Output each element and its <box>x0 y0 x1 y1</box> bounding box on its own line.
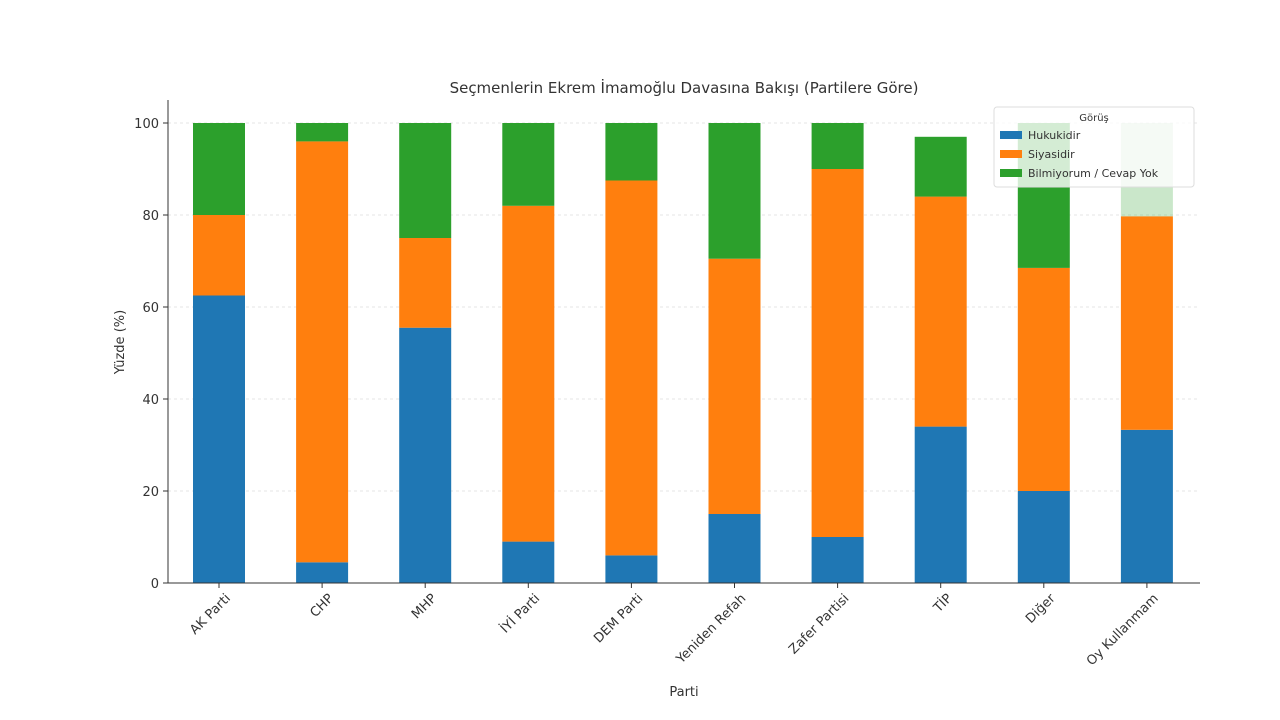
axes <box>167 100 1200 584</box>
bar-segment <box>1120 429 1173 583</box>
bar-segment <box>708 514 761 583</box>
bar-segment <box>502 205 555 542</box>
y-tick-label: 0 <box>151 577 159 592</box>
legend-box <box>993 106 1195 188</box>
x-tick-label: Yeniden Refah <box>673 591 749 667</box>
bar-segment <box>1017 491 1070 583</box>
x-axis-label: Parti <box>669 685 698 700</box>
bar-segment <box>1017 267 1070 491</box>
y-axis-label: Yüzde (%) <box>113 310 128 375</box>
x-tick-label: Zafer Partisi <box>786 591 852 657</box>
x-tick-label: Diğer <box>1023 591 1059 627</box>
legend: Görüş Hukukidir Siyasidir Bilmiyorum / Ceva… <box>993 106 1195 188</box>
legend-swatch <box>1000 169 1022 177</box>
x-tick-label: Oy Kullanmam <box>1084 591 1162 669</box>
x-tick-label: CHP <box>307 591 337 621</box>
legend-swatch <box>1000 131 1022 139</box>
bar-segment <box>811 169 864 537</box>
bar-segment <box>605 123 658 181</box>
y-tick-label: 60 <box>142 301 159 316</box>
bar-segment <box>399 238 452 328</box>
x-tick-label: AK Parti <box>187 591 234 638</box>
bar-segment <box>193 295 245 583</box>
bar-segment <box>399 123 452 238</box>
y-tick-label: 20 <box>142 485 159 500</box>
bar-segment <box>193 215 245 296</box>
x-tick-label: İYİ Parti <box>497 591 543 637</box>
bar-segment <box>399 327 452 583</box>
y-tick-label: 80 <box>142 209 159 224</box>
bar-segment <box>811 537 864 583</box>
bar-segment <box>914 136 967 197</box>
bar-segment <box>914 196 967 427</box>
bars <box>193 123 1173 583</box>
bar-segment <box>296 123 349 142</box>
y-ticks: 0 20 40 60 80 100 <box>134 117 168 592</box>
bar-segment <box>914 426 967 583</box>
bar-segment <box>296 141 349 563</box>
bar-segment <box>502 541 555 583</box>
chart-title: Seçmenlerin Ekrem İmamoğlu Davasına Bakı… <box>450 78 919 97</box>
x-tick-label: DEM Parti <box>591 591 646 646</box>
legend-label: Hukukidir <box>1028 129 1081 142</box>
legend-swatch <box>1000 150 1022 158</box>
x-tick-label: TİP <box>930 590 956 616</box>
bar-segment <box>605 555 658 583</box>
y-tick-label: 40 <box>142 393 159 408</box>
bar-segment <box>811 123 864 169</box>
legend-label: Bilmiyorum / Cevap Yok <box>1028 167 1159 180</box>
bar-segment <box>605 180 658 556</box>
legend-label: Siyasidir <box>1028 148 1075 161</box>
bar-segment <box>193 123 245 215</box>
bar-segment <box>1120 216 1173 430</box>
x-ticks: AK Parti CHP MHP İYİ Parti DEM Parti Yeniden … <box>187 583 1162 669</box>
bar-segment <box>502 123 555 206</box>
x-tick-label: MHP <box>409 591 440 622</box>
legend-title: Görüş <box>1079 113 1109 124</box>
bar-segment <box>708 123 761 259</box>
bar-segment <box>296 562 349 583</box>
y-tick-label: 100 <box>134 117 159 132</box>
bar-segment <box>708 258 761 514</box>
